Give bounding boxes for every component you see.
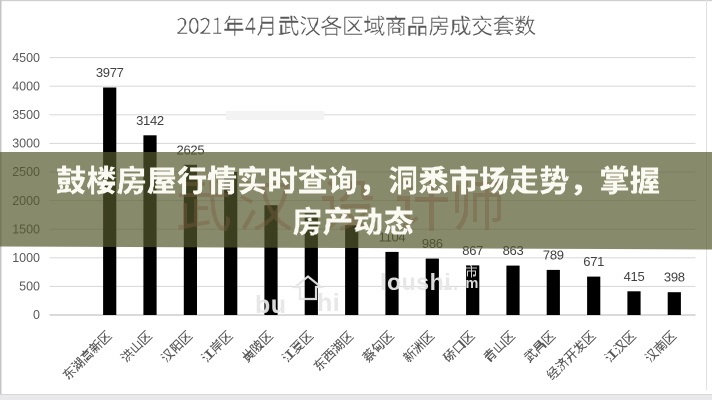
- svg-text:3142: 3142: [136, 113, 164, 128]
- svg-text:1000: 1000: [12, 251, 40, 265]
- svg-text:...: ...: [443, 274, 458, 294]
- svg-text:789: 789: [543, 247, 564, 262]
- svg-text:3500: 3500: [12, 108, 40, 122]
- svg-text:415: 415: [624, 269, 645, 284]
- svg-text:4500: 4500: [12, 51, 40, 65]
- svg-text:398: 398: [664, 270, 685, 285]
- svg-text:4000: 4000: [12, 79, 40, 93]
- svg-text:3977: 3977: [96, 65, 124, 80]
- svg-text:0: 0: [33, 308, 40, 322]
- svg-text:m: m: [466, 276, 479, 292]
- svg-text:hi: hi: [317, 289, 340, 317]
- svg-text:3000: 3000: [12, 137, 40, 151]
- svg-text:bu: bu: [255, 291, 287, 319]
- svg-text:671: 671: [583, 254, 604, 269]
- svg-text:loushi: loushi: [380, 269, 451, 295]
- svg-text:500: 500: [19, 280, 40, 294]
